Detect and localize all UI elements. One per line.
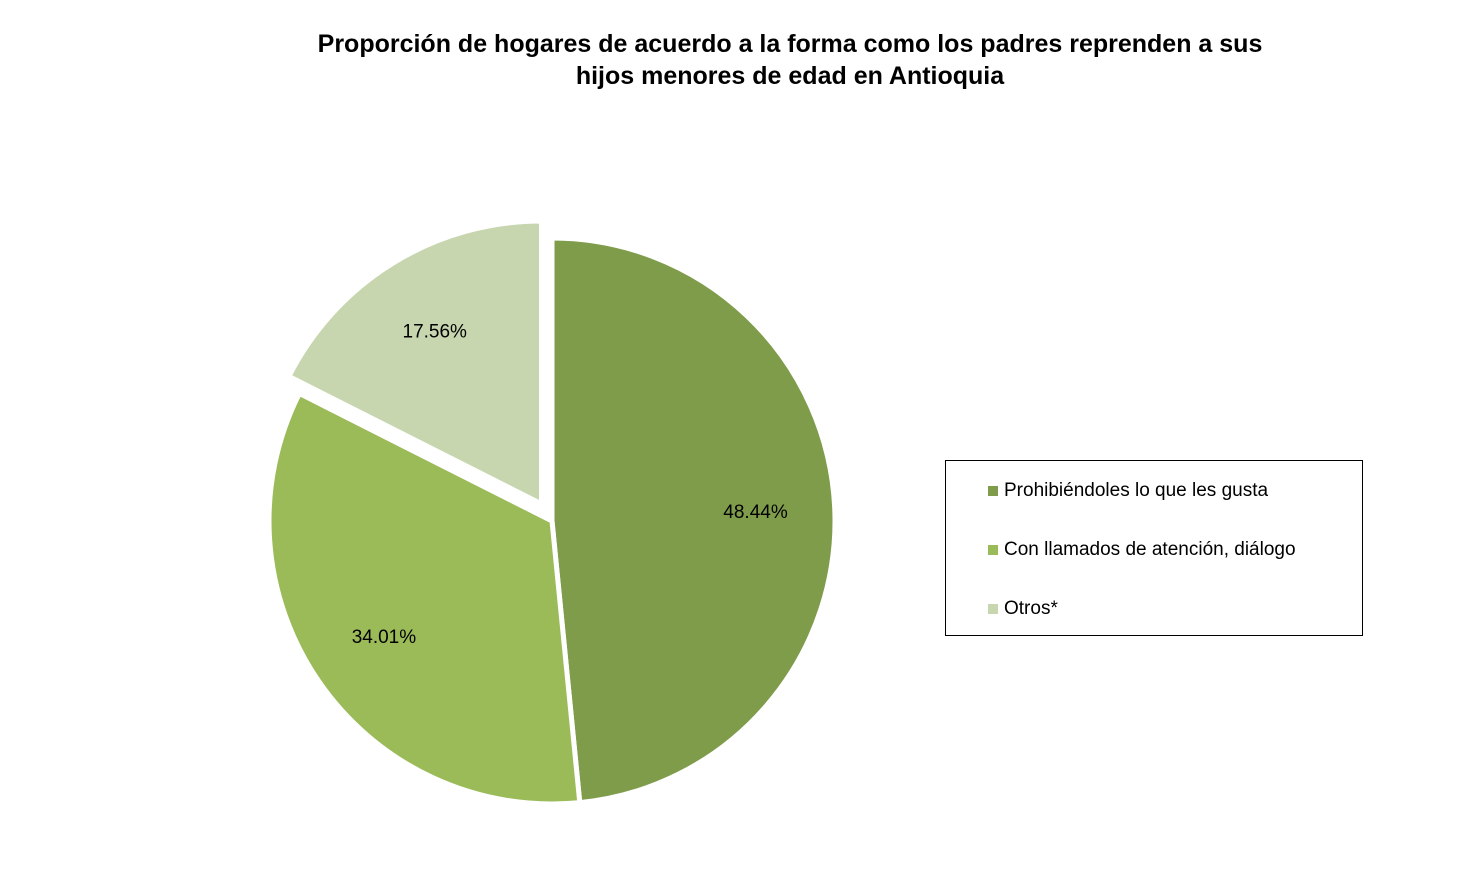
legend-swatch-otros [988, 604, 998, 614]
legend-item-otros: Otros* [988, 598, 1058, 620]
pie-slice-prohibiendoles [549, 235, 838, 806]
legend-swatch-prohibiendoles [988, 486, 998, 496]
data-label-prohibiendoles: 48.44% [723, 502, 788, 523]
chart-title: Proporción de hogares de acuerdo a la fo… [200, 28, 1380, 92]
legend-item-llamados: Con llamados de atención, diálogo [988, 539, 1296, 561]
pie-slice-llamados [266, 390, 583, 807]
legend-item-prohibiendoles: Prohibiéndoles lo que les gusta [988, 480, 1268, 502]
legend-label-llamados: Con llamados de atención, diálogo [1004, 539, 1296, 560]
chart-title-line-1: Proporción de hogares de acuerdo a la fo… [317, 30, 1263, 58]
data-label-llamados: 34.01% [352, 627, 417, 648]
chart-title-line-2: hijos menores de edad en Antioquia [575, 62, 1005, 90]
pie-slice-otros [285, 218, 545, 509]
chart-legend: Prohibiéndoles lo que les gusta Con llam… [945, 460, 1363, 636]
legend-swatch-llamados [988, 545, 998, 555]
legend-label-prohibiendoles: Prohibiéndoles lo que les gusta [1004, 480, 1269, 501]
data-label-otros: 17.56% [403, 321, 468, 342]
legend-label-otros: Otros* [1004, 598, 1058, 619]
